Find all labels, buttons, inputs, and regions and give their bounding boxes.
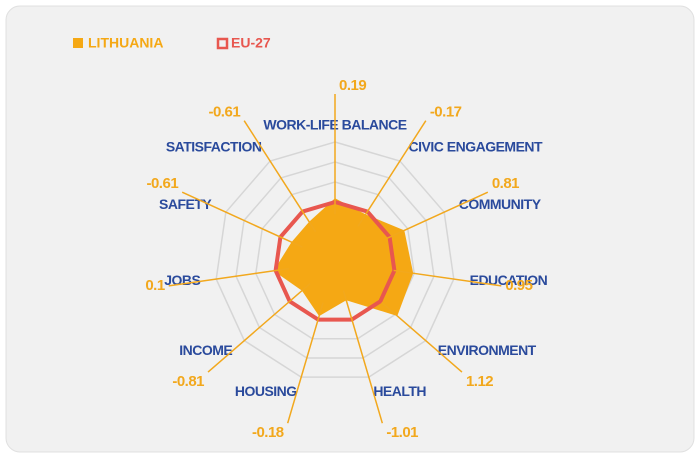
value-label: 0.95 <box>505 277 532 294</box>
category-label: CIVIC ENGAGEMENT <box>409 138 544 154</box>
leader-line <box>168 267 290 287</box>
value-label: 1.12 <box>466 373 493 390</box>
category-label: COMMUNITY <box>459 196 542 212</box>
category-label: SATISFACTION <box>166 138 262 154</box>
value-label: -0.18 <box>252 424 284 441</box>
legend: LITHUANIA EU-27 <box>73 35 271 51</box>
legend-label: LITHUANIA <box>88 35 163 51</box>
leader-line <box>207 282 311 373</box>
category-label: ENVIRONMENT <box>438 342 537 358</box>
value-label: 0.1 <box>145 277 165 294</box>
area <box>273 198 414 317</box>
leader-line <box>181 191 303 248</box>
legend-swatch-0 <box>73 38 83 48</box>
line <box>273 200 397 322</box>
value-label: 0.81 <box>492 175 519 192</box>
leader-line <box>386 191 489 239</box>
category-label: JOBS <box>164 272 200 288</box>
grid-ring <box>215 141 455 378</box>
value-label: -1.01 <box>386 424 418 441</box>
legend-label: EU-27 <box>231 35 271 51</box>
leader-line <box>357 120 427 227</box>
grid-ring <box>255 181 415 340</box>
category-label: HOUSING <box>235 383 297 399</box>
category-label: SAFETY <box>159 196 212 212</box>
value-label: -0.17 <box>430 104 462 121</box>
leader-line <box>381 301 463 373</box>
category-label: INCOME <box>179 342 232 358</box>
value-label: 0.19 <box>339 77 366 94</box>
grid-ring <box>235 161 435 359</box>
leader-line <box>286 302 324 424</box>
leader-line <box>243 120 317 233</box>
category-label: HEALTH <box>373 383 426 399</box>
legend-swatch-1 <box>216 37 229 50</box>
value-label: -0.61 <box>208 104 240 121</box>
value-label: -0.61 <box>146 175 178 192</box>
leader-line <box>393 269 502 287</box>
leader-line <box>342 290 384 424</box>
value-label: -0.81 <box>172 373 204 390</box>
